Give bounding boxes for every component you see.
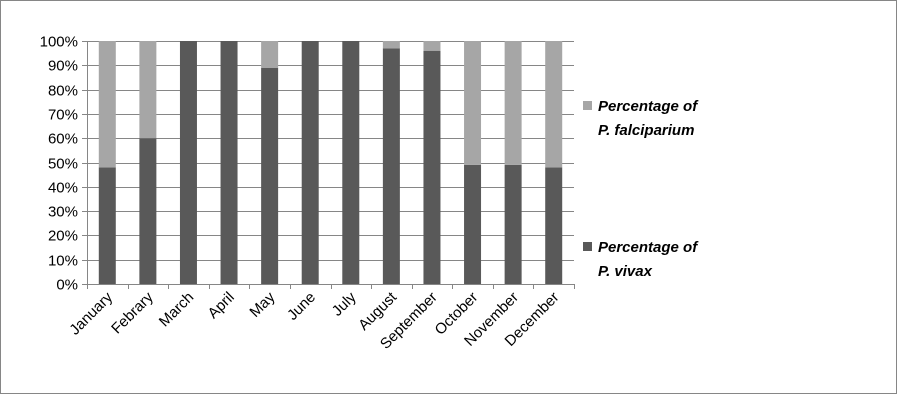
y-tick-label: 0% [56,277,78,294]
bar-falciparium-november [504,41,522,165]
bar-vivax-march [179,41,197,284]
bars [98,41,563,284]
y-tick-label: 70% [48,107,78,124]
bar-falciparium-may [261,41,279,68]
legend-label-falciparium: Percentage of P. falciparium [598,95,697,143]
x-tick-label: April [205,289,238,322]
bar-vivax-april [220,41,238,284]
y-tick-label: 20% [48,228,78,245]
bar-vivax-september [423,50,441,284]
bar-vivax-august [382,48,400,284]
x-tick-label: May [246,288,278,320]
legend-label-vivax-line1: Percentage of [598,239,698,256]
y-tick-label: 100% [40,34,78,51]
gridlines [87,41,574,261]
axes [82,41,575,289]
y-tick-label: 50% [48,156,78,173]
bar-vivax-july [342,41,360,284]
bar-falciparium-august [382,41,400,49]
bar-falciparium-january [98,41,116,168]
bar-falciparium-december [545,41,563,168]
tick-labels: 0% 10% 20% 30% 40% 50% 60% 70% 80% 90% 100% January… [40,34,563,353]
x-tick-label: Febrary [108,288,157,337]
legend-swatch-falciparium [583,101,592,110]
bar-vivax-november [504,164,522,284]
bar-falciparium-september [423,41,441,51]
x-tick-label: July [329,288,360,319]
legend-label-vivax-line2: P. vivax [598,263,652,280]
y-tick-label: 80% [48,83,78,100]
legend-label-falciparium-line2: P. falciparium [598,122,695,139]
bar-falciparium-october [464,41,482,165]
y-tick-label: 30% [48,204,78,221]
bar-vivax-december [545,167,563,284]
y-tick-label: 10% [48,253,78,270]
legend-label-vivax: Percentage of P. vivax [598,236,697,284]
bar-vivax-october [464,164,482,284]
y-tick-label: 40% [48,180,78,197]
bar-vivax-june [301,41,319,284]
x-tick-label: June [284,289,319,324]
legend-swatch-vivax [583,242,592,251]
bar-vivax-may [261,67,279,284]
y-tick-label: 90% [48,58,78,75]
x-tick-label: January [66,288,116,338]
bar-vivax-january [98,167,116,284]
bar-falciparium-febrary [139,41,157,139]
x-tick-label: March [156,289,197,330]
y-tick-label: 60% [48,131,78,148]
legend-label-falciparium-line1: Percentage of [598,98,698,115]
bar-vivax-febrary [139,138,157,284]
